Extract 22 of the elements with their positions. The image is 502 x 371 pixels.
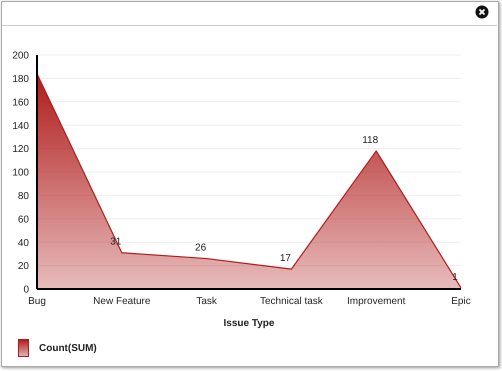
y-tick-label: 120 <box>12 144 30 156</box>
y-tick-label: 100 <box>12 168 30 179</box>
y-tick-label: 60 <box>18 214 30 226</box>
data-label: 17 <box>280 253 292 264</box>
x-tick-label: New Feature <box>93 296 151 308</box>
x-tick-label: Improvement <box>347 296 406 308</box>
y-tick-label: 160 <box>12 97 30 108</box>
x-tick-label: Technical task <box>260 296 324 308</box>
y-tick-label: 80 <box>18 190 30 202</box>
data-label: 26 <box>195 242 207 254</box>
y-tick-label: 140 <box>12 120 30 132</box>
legend-label: Count(SUM) <box>38 342 97 356</box>
x-tick-label: Task <box>196 296 218 308</box>
x-axis-title: Issue Type <box>224 318 275 329</box>
data-label: 118 <box>362 134 379 146</box>
y-tick-label: 200 <box>12 50 30 62</box>
x-tick-label: Epic <box>451 296 471 308</box>
y-tick-label: 40 <box>18 238 30 249</box>
y-tick-label: 0 <box>23 284 30 296</box>
y-tick-label: 20 <box>18 261 30 272</box>
x-tick-label: Bug <box>28 296 46 308</box>
y-tick-label: 180 <box>12 74 30 85</box>
